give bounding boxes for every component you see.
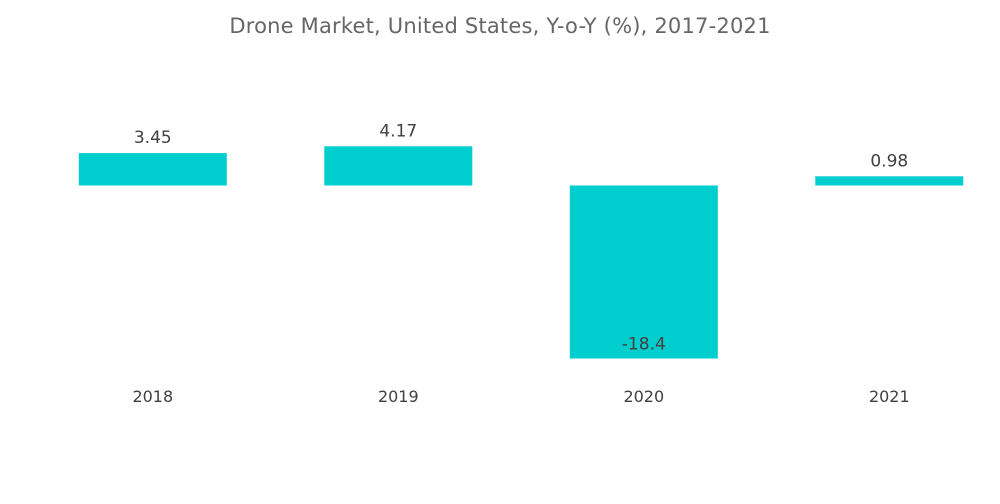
- bar-2020: [569, 185, 718, 359]
- bar-2019: [324, 146, 473, 186]
- bar-group: [78, 146, 964, 359]
- chart-title: Drone Market, United States, Y-o-Y (%), …: [229, 14, 771, 38]
- bar-2021: [815, 176, 964, 186]
- data-label-group: 3.45 4.17 -18.4 0.98: [134, 121, 908, 354]
- data-label-2021: 0.98: [870, 151, 908, 171]
- data-label-2018: 3.45: [134, 128, 172, 148]
- x-tick-2020: 2020: [623, 387, 664, 406]
- x-tick-2019: 2019: [378, 387, 419, 406]
- x-tick-2018: 2018: [132, 387, 173, 406]
- data-label-2019: 4.17: [379, 121, 417, 141]
- x-tick-2021: 2021: [869, 387, 910, 406]
- data-label-2020: -18.4: [622, 335, 666, 355]
- x-axis-ticks: 2018 2019 2020 2021: [132, 387, 909, 406]
- bar-2018: [78, 153, 227, 186]
